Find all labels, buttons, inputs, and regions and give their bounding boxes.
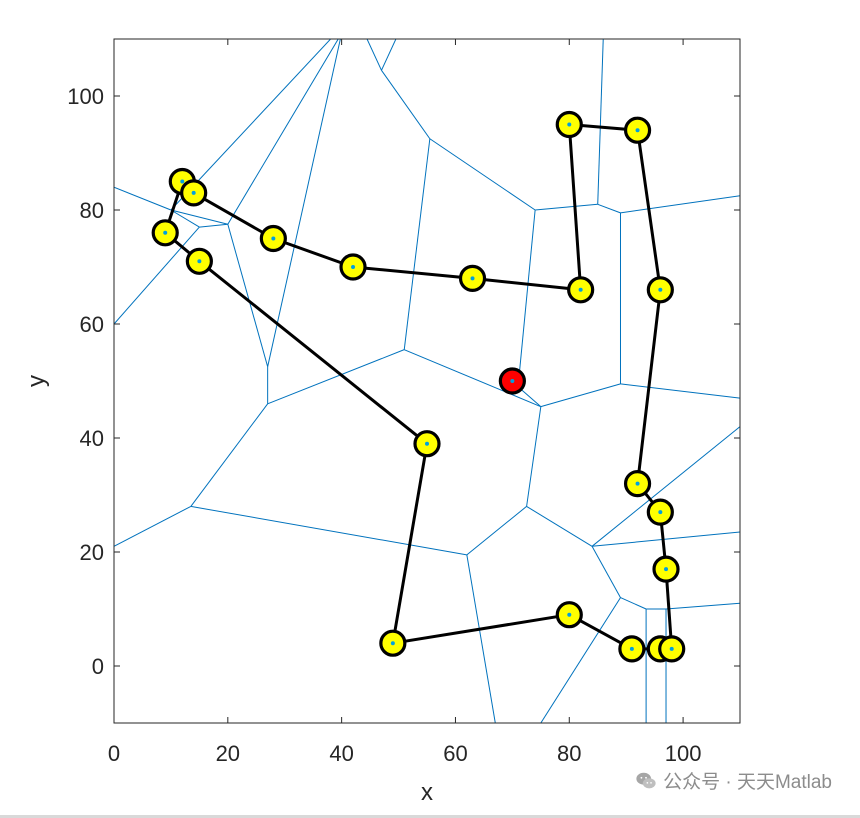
x-tick-label: 100 [665, 741, 702, 766]
city-center-dot-13 [658, 510, 663, 515]
city-center-dot-4 [271, 236, 276, 241]
y-tick-label: 60 [80, 312, 104, 337]
city-center-dot-19 [669, 646, 674, 651]
voronoi-edge-32 [466, 554, 496, 723]
y-tick-label: 40 [80, 426, 104, 451]
voronoi-edge-11 [190, 403, 269, 507]
y-axis-label: y [23, 375, 50, 387]
start-center-dot [510, 379, 515, 383]
voronoi-edge-36 [540, 597, 621, 723]
watermark: 公众号 · 天天Matlab [635, 767, 832, 794]
voronoi-edge-12 [114, 505, 192, 547]
city-center-dot-17 [629, 646, 634, 651]
voronoi-edge-4 [199, 223, 228, 228]
voronoi-edge-29 [526, 406, 542, 507]
voronoi-edge-14 [403, 138, 431, 350]
city-center-dot-2 [163, 230, 168, 235]
city-center-dot-14 [664, 567, 669, 572]
city-center-dot-10 [658, 287, 663, 292]
voronoi-edge-0 [114, 186, 172, 211]
y-tick-label: 20 [80, 540, 104, 565]
wechat-icon [636, 772, 656, 788]
city-center-dot-11 [425, 441, 429, 446]
city-center-dot-3 [197, 259, 202, 264]
city-markers [151, 110, 686, 663]
watermark-text: 公众号 · 天天Matlab [663, 772, 832, 793]
voronoi-edge-33 [591, 426, 740, 547]
voronoi-edge-34 [591, 531, 740, 547]
voronoi-edge-13 [190, 505, 467, 556]
axes: 0 20 40 60 80 100 0 20 40 60 80 100 [67, 39, 740, 766]
voronoi-edge-6 [227, 39, 339, 225]
voronoi-edge-22 [535, 203, 598, 211]
voronoi-edge-8 [267, 39, 341, 367]
x-axis-label: x [421, 779, 433, 806]
city-center-dot-7 [578, 287, 583, 292]
voronoi-edge-28 [620, 383, 740, 399]
voronoi-edge-23 [597, 39, 604, 205]
voronoi-edge-20 [517, 209, 536, 387]
x-tick-label: 60 [443, 741, 467, 766]
x-tick-label: 20 [216, 741, 240, 766]
city-center-dot-1 [191, 190, 196, 195]
y-tick-label: 0 [92, 654, 104, 679]
city-center-dot-0 [180, 179, 185, 184]
city-center-dot-8 [567, 122, 572, 127]
city-center-dot-5 [351, 265, 356, 269]
voronoi-edge-2 [114, 226, 200, 325]
voronoi-edge-31 [526, 505, 593, 547]
voronoi-edge-41 [665, 602, 740, 610]
y-tick-label: 100 [67, 84, 104, 109]
city-center-dot-6 [470, 276, 475, 281]
voronoi-edge-30 [466, 506, 527, 556]
y-tick-label: 80 [80, 198, 104, 223]
voronoi-edge-37 [620, 597, 647, 610]
city-center-dot-12 [635, 481, 640, 486]
x-tick-label: 40 [329, 741, 353, 766]
voronoi-edge-1 [170, 209, 228, 225]
x-tick-label: 80 [557, 741, 581, 766]
voronoi-edge-25 [620, 195, 740, 214]
voronoi-edge-3 [170, 209, 200, 228]
voronoi-edge-24 [597, 203, 621, 214]
voronoi-edge-27 [540, 383, 621, 408]
voronoi-edge-35 [591, 546, 621, 598]
x-tick-label: 0 [108, 741, 120, 766]
city-center-dot-15 [390, 641, 395, 646]
city-center-dot-16 [567, 612, 572, 617]
voronoi-edge-10 [267, 349, 405, 405]
start-point [498, 367, 526, 395]
voronoi-edge-16 [429, 138, 536, 211]
plot-frame [113, 38, 741, 724]
voronoi-edge-15 [404, 349, 542, 408]
plot-area-background [114, 39, 740, 723]
city-center-dot-9 [635, 128, 640, 133]
bottom-rule [0, 815, 860, 818]
voronoi-edge-7 [227, 224, 269, 367]
voronoi-edge-17 [381, 70, 431, 140]
